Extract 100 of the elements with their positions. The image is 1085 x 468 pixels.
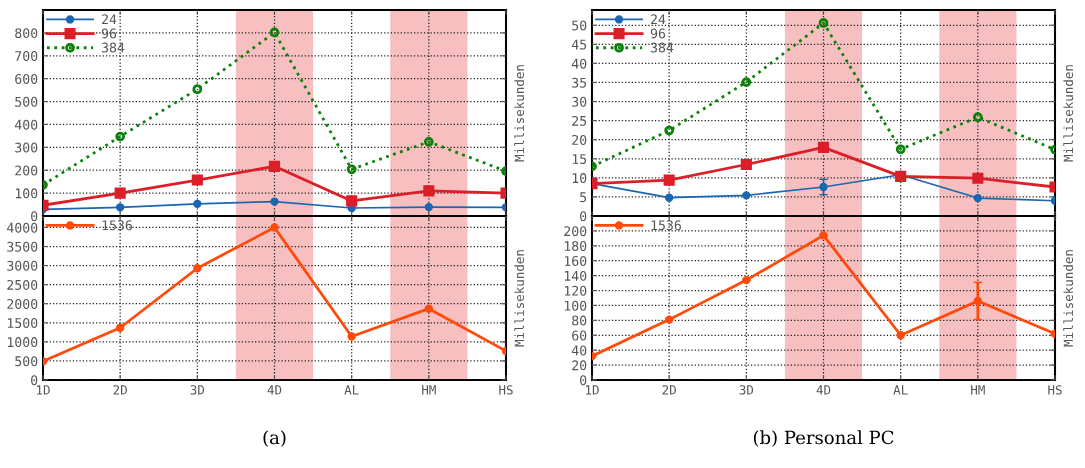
point	[270, 197, 279, 206]
point	[115, 323, 125, 332]
point	[269, 27, 280, 38]
x-tick-label: HM	[971, 385, 985, 395]
legend-label: 24	[102, 14, 117, 25]
point	[817, 141, 830, 153]
y-tick-label: 4000	[7, 222, 38, 233]
y-tick-label: 200	[15, 165, 38, 176]
point	[423, 185, 435, 197]
text: (a)	[263, 430, 286, 447]
y-tick-label: 600	[15, 73, 38, 84]
y-tick-label: 45	[571, 39, 587, 50]
x-tick-label: 3D	[190, 385, 205, 395]
point	[193, 199, 202, 209]
point	[819, 182, 828, 192]
y-tick-label: 40	[571, 58, 587, 69]
point	[895, 144, 906, 155]
point	[424, 202, 434, 212]
y-tick-label: 20	[572, 134, 587, 145]
point	[740, 158, 752, 171]
y-tick-label: 2000	[7, 298, 38, 309]
y-tick-label: 180	[564, 241, 587, 252]
y-axis-title: Millisekunden	[1063, 250, 1074, 347]
point	[423, 136, 434, 147]
y-tick-label: 200	[564, 226, 587, 237]
y-tick-label: 0	[580, 211, 587, 222]
x-tick-label: 1D	[585, 385, 599, 395]
point	[347, 332, 356, 341]
legend-label: 384	[101, 42, 125, 53]
point	[270, 223, 279, 232]
point	[972, 112, 983, 123]
y-tick-label: 10	[572, 173, 587, 184]
x-tick-label: HS	[499, 385, 513, 395]
y-tick-label: 500	[15, 96, 38, 107]
point	[663, 174, 675, 186]
y-tick-label: 3500	[7, 241, 38, 252]
y-tick-label: 40	[571, 345, 587, 356]
point	[664, 125, 675, 136]
y-tick-label: 160	[564, 255, 587, 266]
y-tick-label: 0	[31, 375, 38, 386]
legend-label: 24	[651, 14, 666, 25]
y-tick-label: 35	[572, 77, 587, 88]
x-tick-label: HS	[1048, 385, 1062, 395]
y-tick-label: 1000	[7, 337, 38, 348]
y-tick-label: 100	[15, 188, 38, 199]
point	[115, 203, 125, 212]
y-tick-label: 500	[15, 356, 38, 367]
x-tick-label: 2D	[662, 385, 676, 395]
point	[192, 84, 203, 95]
x-tick-label: 2D	[113, 385, 127, 395]
y-tick-label: 80	[572, 315, 587, 326]
y-tick-label: 5	[580, 192, 587, 203]
point	[818, 18, 829, 28]
x-tick-label: AL	[344, 385, 359, 395]
y-tick-label: 60	[572, 330, 587, 341]
y-tick-label: 0	[31, 211, 38, 222]
point	[191, 174, 203, 186]
y-tick-label: 3000	[7, 260, 38, 271]
y-tick-label: 15	[572, 154, 587, 165]
legend-label: 1536	[651, 220, 681, 231]
point	[193, 264, 202, 273]
x-tick-label: 4D	[267, 385, 282, 395]
y-tick-label: 100	[564, 300, 587, 311]
point	[741, 77, 752, 87]
x-tick-label: 1D	[36, 385, 50, 395]
y-tick-label: 20	[572, 360, 587, 371]
y-axis-title: Millisekunden	[1063, 65, 1074, 162]
y-axis-title: Millisekunden	[514, 250, 525, 347]
y-tick-label: 140	[564, 270, 587, 281]
point	[664, 193, 674, 202]
point	[972, 172, 984, 184]
point	[115, 131, 126, 142]
point	[346, 195, 358, 207]
y-tick-label: 120	[564, 285, 587, 296]
x-tick-label: AL	[893, 385, 908, 395]
y-tick-label: 25	[572, 115, 587, 126]
legend-label: 384	[650, 42, 674, 53]
y-axis-title: Millisekunden	[514, 65, 525, 162]
y-tick-label: 300	[15, 142, 38, 153]
text: (b) Personal PC	[753, 430, 894, 447]
point	[973, 193, 983, 203]
y-tick-label: 2500	[7, 279, 38, 290]
y-tick-label: 400	[14, 119, 38, 130]
point	[346, 164, 357, 175]
x-tick-label: 3D	[739, 385, 754, 395]
legend-label: 96	[650, 28, 666, 39]
legend-label: 96	[101, 28, 117, 39]
y-tick-label: 0	[580, 375, 587, 386]
x-tick-label: HM	[422, 385, 436, 395]
y-tick-label: 1500	[7, 318, 38, 329]
y-tick-label: 700	[15, 51, 38, 62]
point	[424, 304, 434, 313]
x-tick-label: 4D	[816, 385, 831, 395]
y-tick-label: 50	[572, 20, 587, 31]
point	[114, 187, 126, 199]
y-tick-label: 800	[15, 28, 38, 39]
y-tick-label: 30	[572, 96, 587, 107]
legend-label: 1536	[102, 220, 132, 231]
point	[973, 296, 983, 306]
point	[268, 160, 281, 172]
